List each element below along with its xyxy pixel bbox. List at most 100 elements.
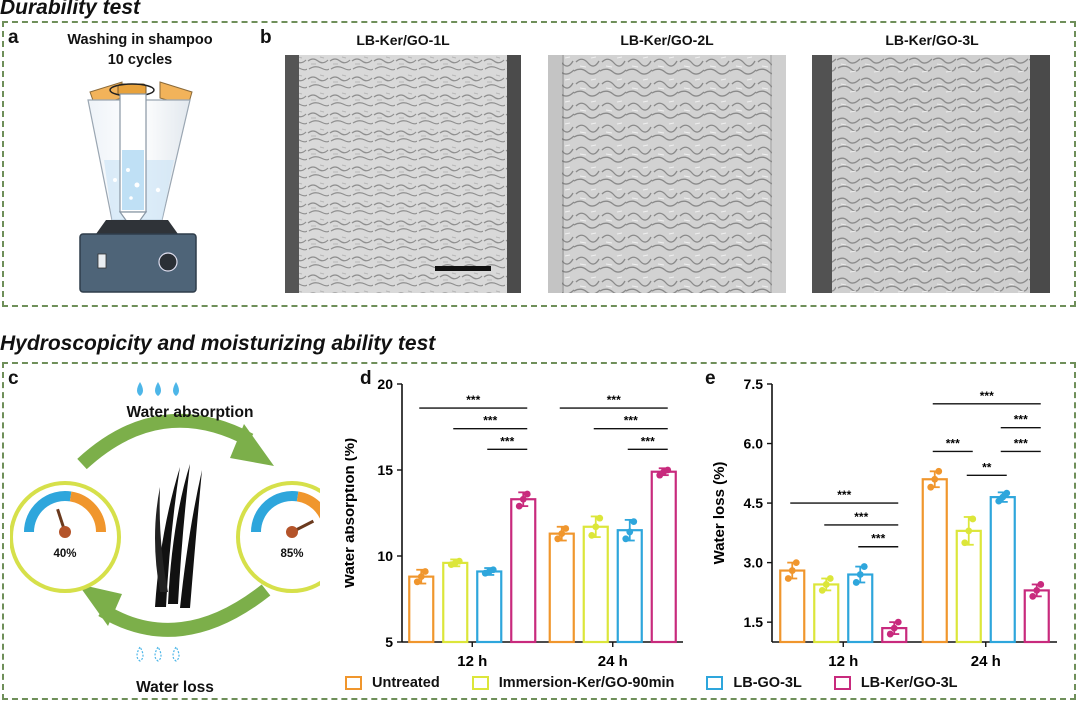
data-point bbox=[562, 525, 570, 532]
significance-label: *** bbox=[980, 389, 994, 403]
data-point bbox=[558, 530, 566, 538]
y-tick-label: 3.0 bbox=[744, 555, 764, 571]
significance-label: *** bbox=[500, 434, 514, 448]
legend-swatch-immersion bbox=[471, 676, 489, 690]
data-point bbox=[1033, 587, 1041, 594]
data-point bbox=[1037, 581, 1045, 588]
loss-arrow-head bbox=[78, 584, 122, 626]
legend-swatch-untreated bbox=[345, 676, 362, 690]
bar bbox=[442, 561, 469, 644]
data-point bbox=[626, 528, 634, 536]
y-tick-label: 1.5 bbox=[744, 614, 764, 630]
data-point bbox=[515, 502, 523, 510]
data-point bbox=[784, 575, 792, 582]
data-point bbox=[413, 578, 421, 586]
panel-b-letter: b bbox=[260, 27, 272, 48]
tube-liquid bbox=[122, 150, 144, 210]
legend-item-lb-ker-go: LB-Ker/GO-3L bbox=[833, 675, 958, 691]
y-tick-label: 5 bbox=[385, 634, 393, 650]
bar bbox=[476, 570, 503, 644]
y-tick-label: 4.5 bbox=[744, 495, 764, 511]
gauge-left-value: 40% bbox=[53, 548, 77, 560]
blender-base bbox=[79, 233, 197, 293]
bar bbox=[921, 478, 948, 644]
bar bbox=[847, 573, 874, 644]
legend-swatch-lb-ker-go bbox=[833, 676, 851, 690]
data-point bbox=[890, 624, 898, 632]
data-point bbox=[630, 518, 638, 525]
significance-label: *** bbox=[871, 532, 885, 546]
hydroscopicity-panel-box bbox=[2, 362, 1076, 700]
legend-swatch-lb-go bbox=[706, 676, 724, 690]
y-axis-label: Water loss (%) bbox=[711, 462, 728, 565]
gauge-right bbox=[236, 481, 320, 593]
durability-panel-box bbox=[2, 21, 1076, 307]
bubble bbox=[155, 187, 161, 193]
durability-section-title: Durability test bbox=[0, 0, 141, 19]
bubble bbox=[134, 182, 140, 188]
significance-label: *** bbox=[483, 414, 497, 428]
bar bbox=[582, 525, 609, 644]
data-point bbox=[455, 557, 463, 565]
moisture-cycle-illustration bbox=[10, 382, 320, 662]
data-point bbox=[664, 466, 672, 474]
data-point bbox=[622, 535, 630, 543]
bar bbox=[408, 575, 435, 644]
chart-legend: Untreated Immersion-Ker/GO-90min LB-GO-3… bbox=[345, 675, 958, 691]
data-point bbox=[969, 515, 977, 523]
speed-knob-icon bbox=[158, 252, 178, 272]
blender-collar bbox=[96, 220, 178, 234]
significance-label: *** bbox=[837, 488, 851, 502]
bar bbox=[989, 496, 1016, 644]
blender-illustration bbox=[79, 81, 197, 293]
data-point bbox=[826, 575, 834, 582]
data-point bbox=[519, 495, 527, 503]
sem-image-3 bbox=[812, 55, 1050, 293]
data-point bbox=[523, 490, 531, 498]
sem-image-2 bbox=[548, 55, 786, 293]
data-point bbox=[927, 483, 935, 491]
data-point bbox=[852, 579, 860, 586]
hair-strands-icon bbox=[155, 464, 202, 608]
significance-label: *** bbox=[624, 414, 638, 428]
bar bbox=[779, 569, 806, 644]
legend-label-immersion: Immersion-Ker/GO-90min bbox=[498, 675, 675, 691]
data-point bbox=[894, 618, 902, 626]
panel-a-letter: a bbox=[8, 27, 19, 48]
x-category-label: 24 h bbox=[971, 653, 1001, 670]
data-point bbox=[554, 535, 562, 543]
data-point bbox=[886, 630, 894, 638]
significance-label: *** bbox=[466, 393, 480, 407]
data-point bbox=[961, 539, 969, 547]
panel-e-letter: e bbox=[705, 368, 716, 389]
data-point bbox=[788, 567, 796, 574]
significance-label: *** bbox=[641, 434, 655, 448]
loss-arrow bbox=[98, 584, 271, 637]
cycles-label: 10 cycles bbox=[107, 52, 173, 68]
water-loss-droplets-icon bbox=[136, 645, 180, 662]
legend-item-untreated: Untreated bbox=[345, 675, 440, 691]
significance-label: *** bbox=[946, 436, 960, 450]
significance-label: *** bbox=[1014, 413, 1028, 427]
y-tick-label: 15 bbox=[377, 462, 393, 478]
bar bbox=[510, 498, 537, 644]
data-point bbox=[935, 467, 943, 475]
scale-bar bbox=[435, 266, 491, 271]
hydroscopicity-section-title: Hydroscopicity and moisturizing ability … bbox=[0, 332, 436, 355]
x-category-label: 12 h bbox=[828, 653, 858, 670]
bar bbox=[616, 529, 643, 644]
gauge-left bbox=[10, 481, 121, 593]
sem-label-2: LB-Ker/GO-2L bbox=[620, 32, 714, 48]
y-axis-label: Water absorption (%) bbox=[345, 438, 358, 588]
data-point bbox=[931, 475, 939, 483]
data-point bbox=[965, 527, 973, 535]
data-point bbox=[860, 563, 868, 570]
bar bbox=[955, 529, 982, 644]
absorption-arrow bbox=[77, 413, 254, 470]
water-absorption-label: Water absorption bbox=[126, 404, 254, 421]
y-tick-label: 10 bbox=[377, 548, 393, 564]
data-point bbox=[822, 581, 830, 588]
bubble bbox=[113, 178, 117, 182]
data-point bbox=[792, 559, 800, 567]
bubble bbox=[126, 168, 130, 172]
